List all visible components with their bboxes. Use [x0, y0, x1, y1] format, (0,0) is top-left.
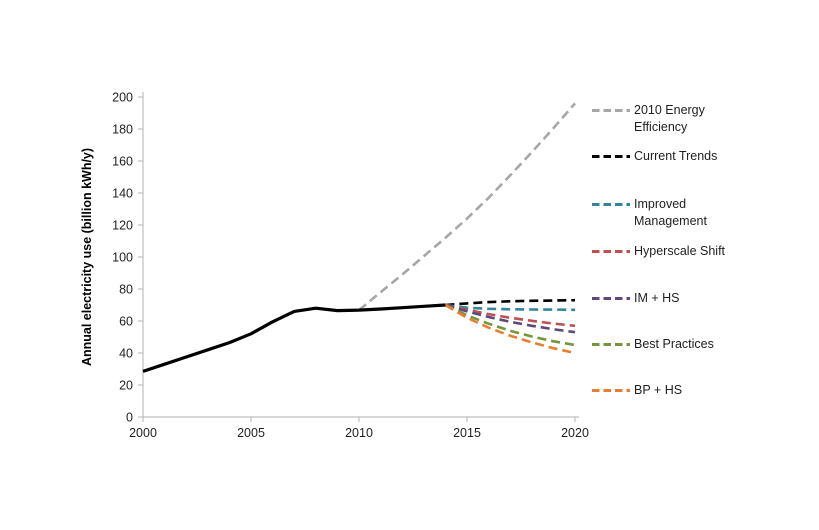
legend-label: Hyperscale Shift: [634, 244, 726, 258]
series-line-bp-hs: [444, 303, 576, 355]
y-tick-label: 200: [112, 91, 133, 105]
series-line-improved-management: [445, 303, 576, 312]
series-line-best-practices: [444, 303, 576, 347]
y-tick-label: 20: [119, 379, 133, 393]
x-tick-label: 2020: [561, 426, 589, 440]
legend-item-best-practices: Best Practices: [592, 336, 714, 353]
series-line-current-trends: [445, 298, 576, 307]
y-tick-label: 160: [112, 155, 133, 169]
legend-label: Current Trends: [634, 149, 718, 163]
y-tick-label: 100: [112, 251, 133, 265]
x-tick-label: 2000: [129, 426, 157, 440]
legend: 2010 Energy Efficiency Current Trends Impro…: [592, 0, 817, 530]
legend-swatch-dashed-line: [592, 203, 630, 206]
x-tick-label: 2015: [453, 426, 481, 440]
legend-swatch-dashed-line: [592, 250, 630, 253]
x-tick-label: 2010: [345, 426, 373, 440]
legend-item-bp-hs: BP + HS: [592, 382, 682, 399]
series-line-im-hs: [445, 303, 576, 334]
legend-item-im-hs: IM + HS: [592, 290, 680, 307]
y-tick-label: 120: [112, 219, 133, 233]
legend-swatch-dashed-line: [592, 389, 630, 392]
y-tick-label: 180: [112, 123, 133, 137]
series-line-2010-energy-efficiency: [358, 102, 576, 312]
y-tick-label: 60: [119, 315, 133, 329]
y-tick-label: 0: [126, 411, 133, 425]
legend-item-2010-energy-efficiency: 2010 Energy Efficiency: [592, 102, 705, 136]
y-tick-label: 40: [119, 347, 133, 361]
y-tick-label: 140: [112, 187, 133, 201]
legend-swatch-dashed-line: [592, 155, 630, 158]
legend-label: IM + HS: [634, 291, 680, 305]
legend-swatch-dashed-line: [592, 297, 630, 300]
legend-swatch-dashed-line: [592, 109, 630, 112]
series-line-hyperscale-shift: [445, 303, 576, 328]
x-tick-label: 2005: [237, 426, 265, 440]
legend-item-current-trends: Current Trends: [592, 148, 717, 165]
legend-item-hyperscale-shift: Hyperscale Shift: [592, 243, 725, 260]
legend-swatch-dashed-line: [592, 343, 630, 346]
legend-label: Best Practices: [634, 337, 714, 351]
series-line-historical: [142, 303, 446, 373]
legend-label: 2010 Energy Efficiency: [634, 103, 705, 134]
legend-item-improved-management: Improved Management: [592, 196, 707, 230]
legend-label: BP + HS: [634, 383, 683, 397]
legend-label: Improved Management: [634, 197, 707, 228]
y-tick-label: 80: [119, 283, 133, 297]
